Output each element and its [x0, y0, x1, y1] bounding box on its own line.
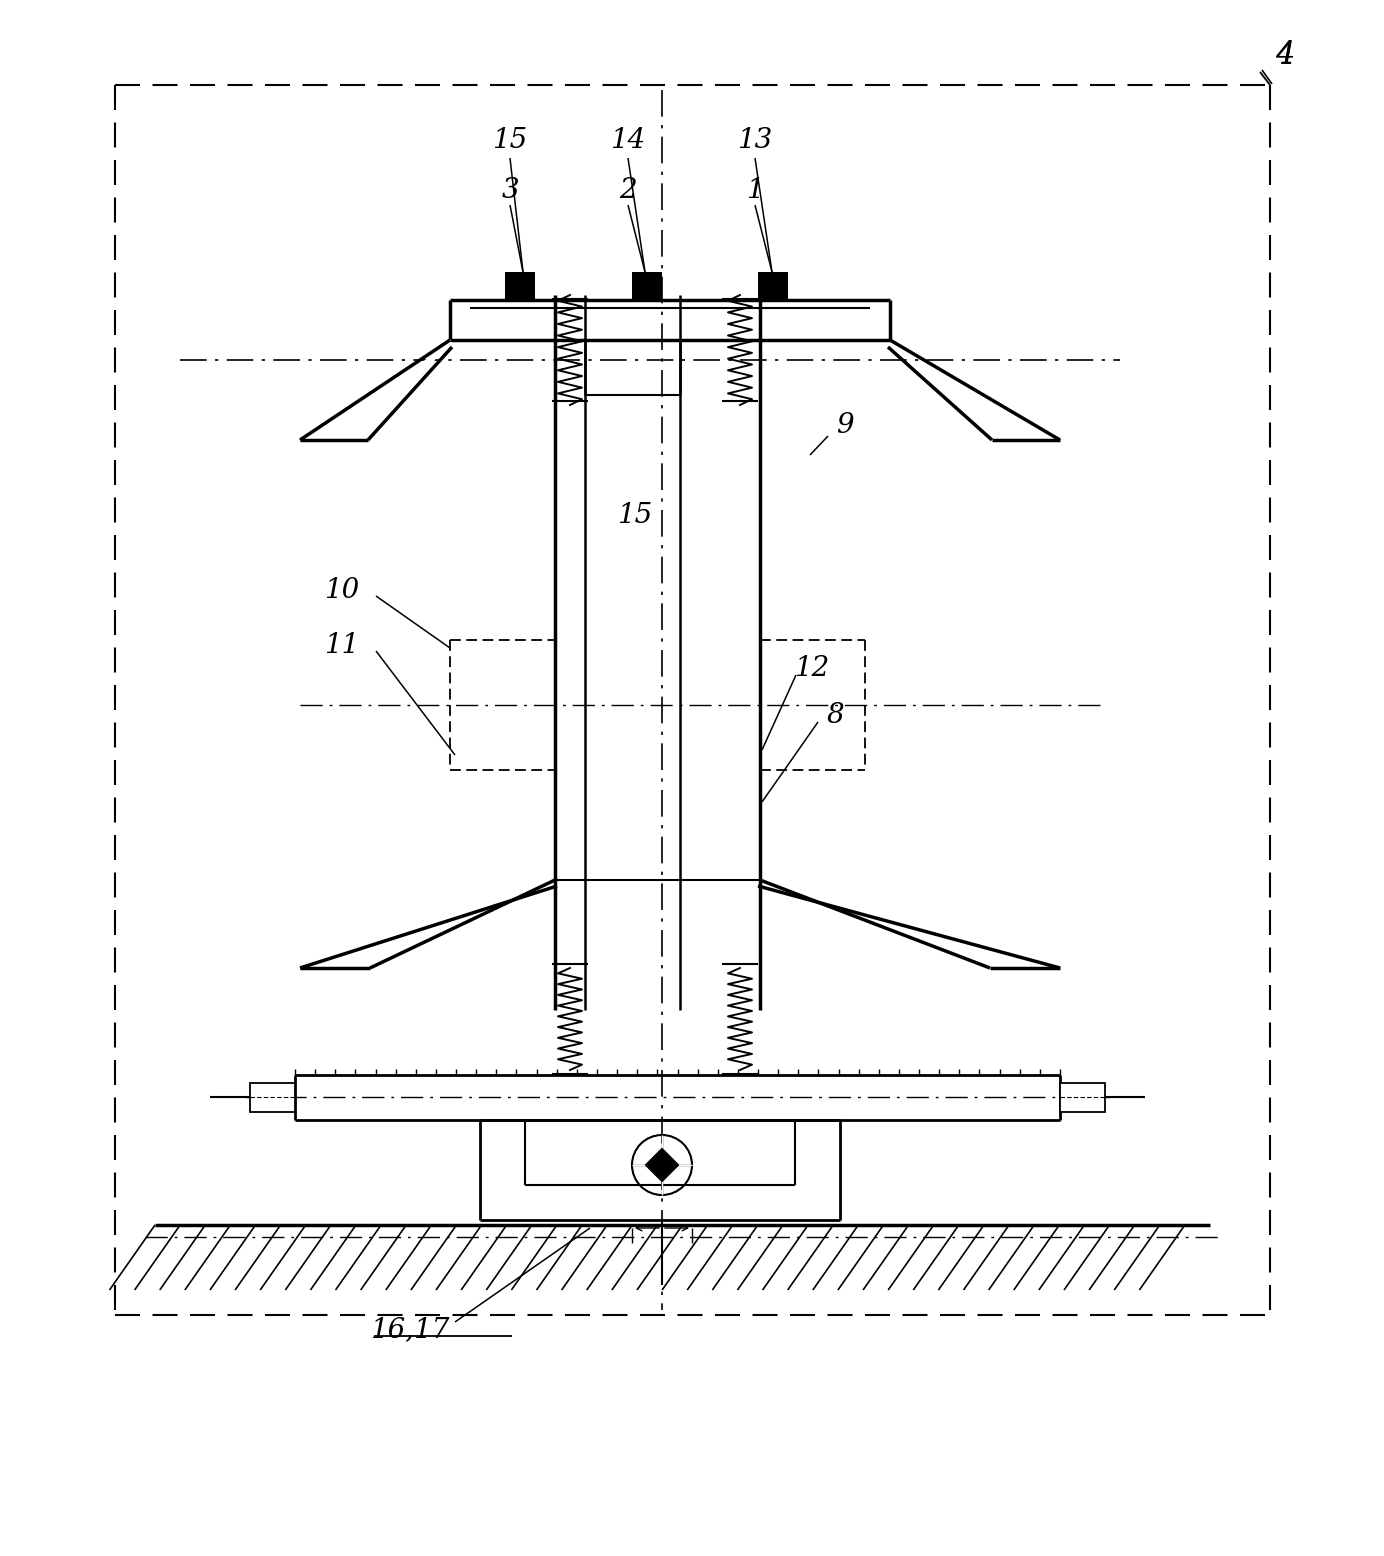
Text: 4: 4	[1275, 39, 1294, 70]
Text: 13: 13	[738, 126, 772, 154]
Text: 4: 4	[1276, 42, 1294, 68]
Text: 15: 15	[617, 501, 653, 529]
Bar	[632, 272, 662, 300]
Text: 10: 10	[324, 577, 360, 604]
Text: 16,17: 16,17	[371, 1316, 450, 1343]
Bar	[1060, 1083, 1104, 1113]
Text: 2: 2	[619, 176, 637, 204]
Polygon shape	[300, 341, 450, 440]
Bar	[505, 272, 536, 300]
Text: 11: 11	[324, 632, 360, 658]
Text: 9: 9	[836, 411, 854, 439]
Polygon shape	[645, 1148, 678, 1181]
Bar	[758, 272, 787, 300]
Bar	[251, 1083, 295, 1113]
Text: 14: 14	[610, 126, 645, 154]
Text: 3: 3	[501, 176, 519, 204]
Text: 12: 12	[794, 655, 829, 682]
Text: 8: 8	[826, 702, 844, 728]
Text: 15: 15	[493, 126, 527, 154]
Text: 1: 1	[746, 176, 764, 204]
